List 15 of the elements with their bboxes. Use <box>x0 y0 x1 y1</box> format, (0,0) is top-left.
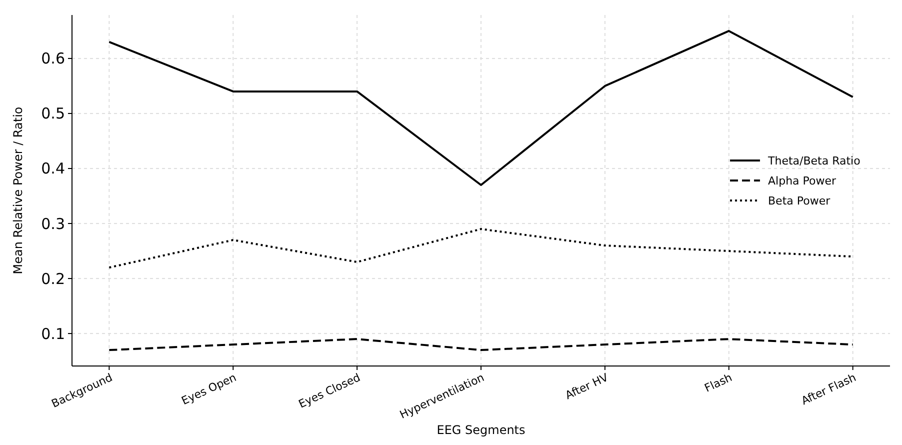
legend-label: Beta Power <box>768 194 831 208</box>
x-tick-label: After Flash <box>799 370 858 408</box>
y-tick-label: 0.5 <box>41 104 65 123</box>
x-tick-label: Flash <box>702 370 734 395</box>
legend-label: Alpha Power <box>768 174 837 188</box>
y-tick-label: 0.4 <box>41 160 65 178</box>
x-tick-label: Eyes Open <box>180 370 238 408</box>
x-axis-title: EEG Segments <box>436 423 526 437</box>
y-tick-label: 0.1 <box>41 324 65 343</box>
y-tick-label: 0.2 <box>41 270 65 288</box>
y-axis-title: Mean Relative Power / Ratio <box>11 106 25 274</box>
x-tick-label: After HV <box>563 370 611 402</box>
y-tick-label: 0.3 <box>41 214 65 233</box>
legend-label: Theta/Beta Ratio <box>767 154 861 168</box>
y-tick-label: 0.6 <box>41 50 65 68</box>
